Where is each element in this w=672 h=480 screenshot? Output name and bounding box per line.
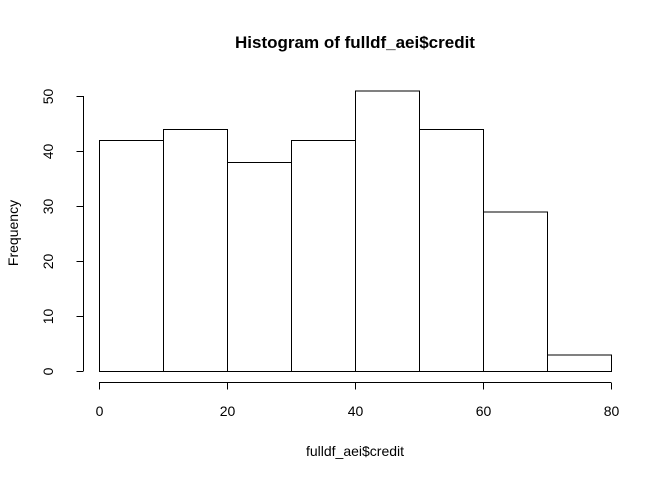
- histogram-bar-60-70: [483, 211, 548, 372]
- chart-title: Histogram of fulldf_aei$credit: [235, 33, 475, 52]
- histogram-bar-70-80: [547, 354, 612, 372]
- histogram-bar-0-10: [99, 140, 164, 372]
- histogram-bar-30-40: [291, 140, 356, 372]
- x-tick-label-20: 20: [220, 403, 236, 419]
- y-tick-label-0: 0: [40, 367, 56, 375]
- y-tick-label-50: 50: [40, 89, 56, 105]
- bars-group: [99, 90, 612, 372]
- x-tick-label-40: 40: [348, 403, 364, 419]
- y-tick-label-30: 30: [40, 199, 56, 215]
- x-axis-label: fulldf_aei$credit: [306, 443, 404, 459]
- x-tick-label-0: 0: [96, 403, 104, 419]
- histogram-bar-20-30: [227, 162, 292, 372]
- y-tick-label-10: 10: [40, 309, 56, 325]
- x-tick-label-80: 80: [604, 403, 620, 419]
- y-axis-label: Frequency: [5, 200, 21, 266]
- histogram-bar-50-60: [419, 129, 484, 372]
- y-tick-label-20: 20: [40, 254, 56, 270]
- y-tick-label-40: 40: [40, 144, 56, 160]
- histogram-bar-40-50: [355, 90, 420, 372]
- x-axis: 0 20 40 60 80: [96, 382, 620, 419]
- x-tick-label-60: 60: [476, 403, 492, 419]
- y-axis: 0 10 20 30 40 50: [40, 89, 84, 375]
- histogram-bar-10-20: [163, 129, 228, 372]
